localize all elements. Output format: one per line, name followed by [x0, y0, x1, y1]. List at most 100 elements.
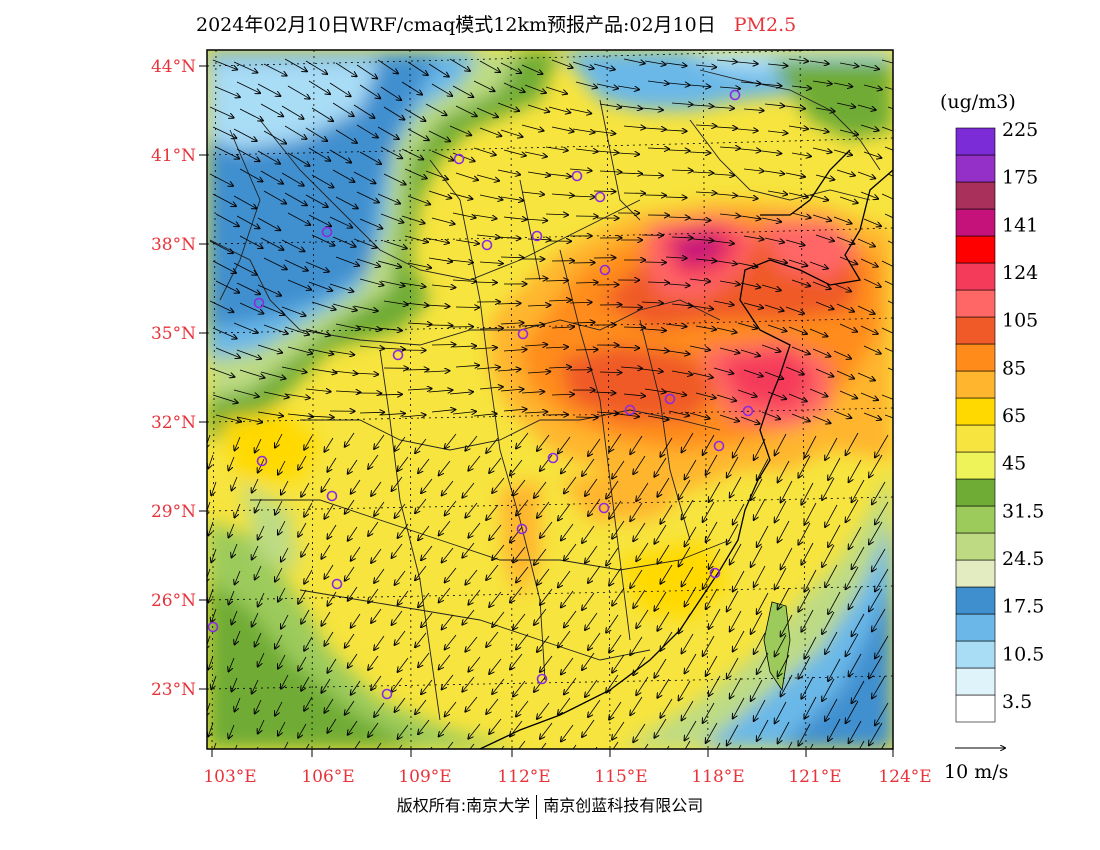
wind-arrow [468, 522, 481, 538]
wind-arrow [644, 128, 666, 129]
wind-arrow [332, 102, 354, 116]
colorbar-label: 45 [1002, 453, 1026, 475]
colorbar-label: 105 [1002, 310, 1038, 332]
wind-arrow [812, 147, 831, 152]
wind-arrow [431, 150, 453, 160]
wind-arrow [849, 526, 862, 549]
wind-arrow [887, 173, 893, 177]
wind-arrow [537, 635, 550, 652]
wind-arrow [524, 345, 547, 346]
wind-arrow [689, 412, 710, 419]
wind-arrow [374, 501, 385, 516]
wind-arrow [620, 173, 642, 174]
wind-arrow [257, 411, 283, 416]
wind-arrow [356, 191, 379, 203]
wind-arrow [212, 193, 236, 206]
wind-arrow [486, 698, 499, 714]
wind-arrow [733, 503, 745, 524]
colorbar-segment [955, 127, 996, 156]
wind-arrow [415, 565, 427, 580]
wind-arrow [575, 417, 598, 418]
wind-arrow [788, 326, 807, 334]
wind-arrow [630, 569, 643, 588]
wind-arrow [863, 278, 881, 287]
wind-arrow [730, 677, 742, 698]
wind-arrow [465, 502, 478, 518]
wind-arrow [351, 740, 361, 749]
colorbar-segment [955, 316, 996, 345]
wind-arrow [239, 369, 264, 378]
colorbar-unit: (ug/m3) [940, 91, 1016, 113]
wind-arrow [335, 62, 357, 76]
wind-arrow [719, 214, 740, 216]
wind-arrow [305, 127, 327, 141]
wind-arrow [665, 63, 686, 66]
wind-arrow [839, 323, 857, 332]
wind-arrow [636, 609, 649, 628]
wind-arrow [630, 696, 643, 715]
wind-arrow [332, 236, 356, 247]
wind-arrow [692, 372, 713, 378]
wind-arrow [510, 720, 523, 736]
wind-arrow [345, 432, 355, 447]
wind-arrow [665, 197, 687, 198]
wind-arrow [679, 479, 691, 499]
city-marker [517, 328, 529, 340]
wind-arrow [716, 261, 737, 264]
wind-arrow [229, 523, 235, 537]
wind-arrow [510, 653, 523, 669]
wind-arrow [215, 86, 240, 97]
wind-arrow [558, 697, 571, 714]
city-marker [713, 440, 725, 452]
wind-arrow [232, 610, 238, 624]
wind-arrow [609, 634, 622, 653]
wind-arrow [404, 108, 425, 121]
wind-arrow [462, 609, 475, 625]
wind-arrow [212, 327, 237, 339]
wind-arrow [257, 344, 282, 353]
wind-arrow [239, 108, 263, 121]
wind-arrow [398, 724, 409, 739]
wind-arrow [812, 348, 830, 356]
wind-arrow [668, 150, 690, 151]
wind-arrow [258, 592, 265, 607]
wind-arrow [716, 127, 737, 128]
wind-arrow [706, 588, 718, 609]
wind-arrow [452, 212, 476, 218]
wind-arrow [706, 521, 718, 542]
wind-arrow [497, 169, 520, 175]
wind-arrow [235, 436, 241, 450]
wind-arrow [682, 566, 694, 586]
colorbar-segment [955, 451, 996, 480]
wind-arrow [716, 742, 721, 749]
wind-arrow [815, 234, 834, 241]
wind-arrow [588, 565, 601, 583]
wind-arrow [252, 478, 259, 493]
wind-arrow [351, 479, 361, 494]
wind-arrow [839, 390, 857, 398]
wind-arrow [489, 718, 502, 734]
wind-arrow [665, 390, 686, 395]
wind-arrow [869, 722, 883, 745]
wind-arrow [778, 654, 790, 676]
wind-arrow [392, 476, 403, 491]
wind-arrow [492, 544, 505, 560]
wind-arrow [377, 394, 402, 395]
wind-arrow [743, 169, 764, 171]
wind-arrow [479, 127, 501, 136]
wind-arrow [609, 567, 622, 586]
wind-arrow [582, 458, 595, 476]
wind-arrow [486, 437, 499, 453]
wind-arrow [281, 547, 289, 562]
city-marker [664, 393, 676, 405]
wind-arrow [439, 721, 451, 736]
wind-arrow [836, 370, 854, 379]
wind-arrow [327, 591, 337, 606]
wind-arrow [593, 392, 615, 393]
wind-arrow [641, 175, 663, 176]
wind-arrow [833, 149, 852, 155]
wind-arrow [875, 501, 889, 524]
wind-arrow [332, 371, 357, 374]
wind-arrow [703, 434, 715, 455]
city-marker [392, 349, 404, 361]
